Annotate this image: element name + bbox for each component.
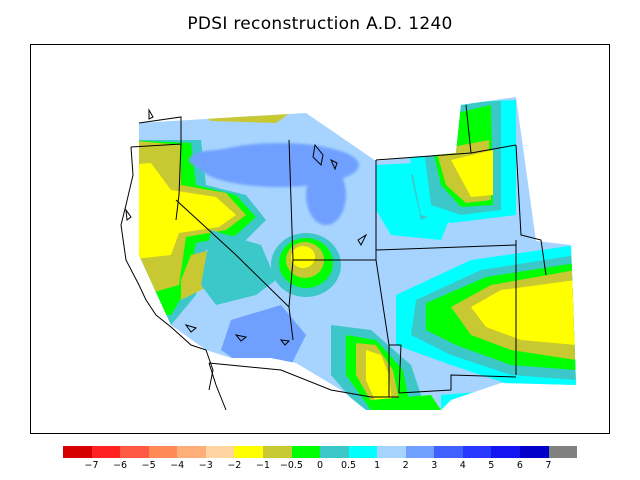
legend-tick-label: −1 (255, 460, 270, 471)
legend-tick-label: 1 (374, 460, 381, 471)
legend-swatch-16 (520, 446, 549, 458)
legend-swatch-6 (234, 446, 263, 458)
legend-swatch-15 (491, 446, 520, 458)
pdsi-map (120, 97, 576, 411)
legend-swatch-2 (120, 446, 149, 458)
legend-tick-label: −6 (113, 460, 128, 471)
legend-swatch-8 (291, 446, 321, 458)
legend-swatch-9 (320, 446, 349, 458)
great-basin-wet (189, 143, 359, 225)
legend-tick-label: −2 (227, 460, 242, 471)
legend-swatch-5 (205, 446, 235, 458)
legend-swatch-13 (434, 446, 463, 458)
pdsi-field (139, 97, 576, 410)
legend-swatch-11 (377, 446, 406, 458)
legend-tick-label: 0.5 (340, 460, 357, 471)
color-legend (63, 446, 578, 458)
legend-swatch-3 (148, 446, 178, 458)
legend-tick-label: −3 (198, 460, 213, 471)
legend-tick-label: 4 (459, 460, 466, 471)
legend-tick-label: −0.5 (279, 460, 303, 471)
legend-tick-label: −5 (141, 460, 156, 471)
legend-tick-label: 5 (488, 460, 495, 471)
legend-swatch-10 (348, 446, 378, 458)
legend-swatch-0 (63, 446, 92, 458)
legend-tick-label: 6 (516, 460, 523, 471)
legend-swatch-1 (91, 446, 121, 458)
southern-plains-dry (396, 245, 576, 390)
map-frame (30, 44, 610, 434)
legend-swatch-17 (548, 446, 578, 458)
chart-title: PDSI reconstruction A.D. 1240 (187, 14, 453, 34)
legend-tick-label: −4 (170, 460, 185, 471)
legend-swatch-4 (177, 446, 206, 458)
legend-swatch-12 (405, 446, 435, 458)
legend-tick-label: 0 (316, 460, 324, 471)
water-bodies (125, 108, 368, 346)
legend-tick-label: 3 (431, 460, 438, 471)
legend-tick-label: −7 (84, 460, 99, 471)
color-legend-ticks: −7 −6 −5 −4 −3 −2 −1 −0.5 0 0.5 1 2 3 4 5 6 7 (0, 460, 640, 474)
state-boundaries (120, 104, 547, 411)
legend-swatch-7 (262, 446, 292, 458)
legend-tick-label: 7 (545, 460, 552, 471)
legend-swatch-14 (462, 446, 492, 458)
legend-tick-label: 2 (402, 460, 409, 471)
